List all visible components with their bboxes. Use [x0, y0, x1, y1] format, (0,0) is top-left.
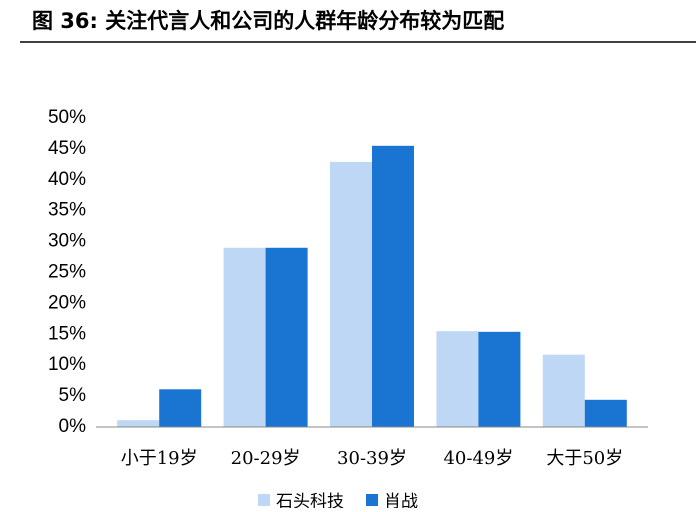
y-tick-label: 5%	[59, 385, 87, 406]
legend-swatch	[366, 494, 378, 506]
y-tick-label: 20%	[48, 292, 86, 313]
bar	[478, 331, 521, 427]
x-tick-label: 20-29岁	[231, 448, 301, 469]
bar	[117, 420, 160, 427]
y-tick-label: 35%	[48, 200, 86, 221]
bar	[223, 247, 266, 427]
bar	[436, 331, 479, 427]
x-tick-label: 40-49岁	[443, 448, 513, 469]
bar	[584, 399, 627, 427]
y-tick-label: 45%	[48, 138, 86, 159]
y-tick-label: 15%	[48, 323, 86, 344]
legend-label: 石头科技	[276, 492, 344, 508]
y-tick-label: 10%	[48, 354, 86, 375]
chart-title: 图 36: 关注代言人和公司的人群年龄分布较为匹配	[32, 9, 504, 33]
y-tick-label: 0%	[59, 416, 87, 437]
bar	[265, 247, 308, 427]
y-tick-label: 40%	[48, 169, 86, 190]
legend-label: 肖战	[384, 492, 418, 508]
x-tick-label: 30-39岁	[337, 448, 407, 469]
x-tick-label: 小于19岁	[121, 448, 198, 469]
legend-swatch	[258, 494, 270, 506]
y-tick-label: 30%	[48, 231, 86, 252]
y-tick-label: 50%	[48, 107, 86, 128]
bar	[330, 161, 372, 428]
bar	[372, 145, 414, 427]
bar	[542, 354, 585, 427]
y-tick-label: 25%	[48, 262, 86, 283]
x-tick-label: 大于50岁	[546, 448, 623, 469]
bar	[159, 389, 202, 427]
